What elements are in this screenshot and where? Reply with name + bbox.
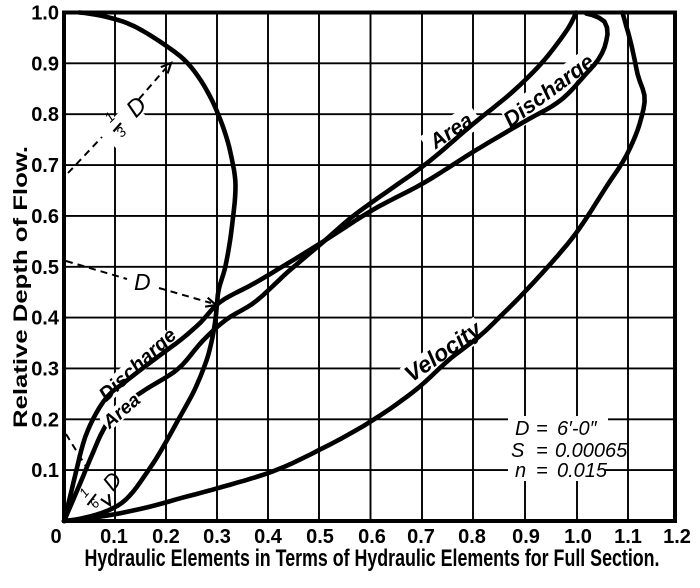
svg-text:1.0: 1.0 bbox=[564, 526, 592, 548]
svg-text:=: = bbox=[536, 440, 548, 462]
svg-text:0.7: 0.7 bbox=[407, 526, 435, 548]
svg-text:1.0: 1.0 bbox=[31, 3, 59, 25]
svg-text:0.4: 0.4 bbox=[31, 308, 60, 330]
svg-text:0.00065: 0.00065 bbox=[555, 440, 628, 462]
svg-text:0.2: 0.2 bbox=[31, 409, 59, 431]
svg-text:0.3: 0.3 bbox=[203, 526, 231, 548]
svg-text:0.8: 0.8 bbox=[31, 104, 59, 126]
svg-text:0.9: 0.9 bbox=[31, 53, 59, 75]
svg-text:0.3: 0.3 bbox=[31, 358, 59, 380]
svg-text:0.8: 0.8 bbox=[458, 526, 486, 548]
svg-text:1.2: 1.2 bbox=[663, 526, 691, 548]
svg-text:0.1: 0.1 bbox=[100, 526, 128, 548]
svg-text:0: 0 bbox=[50, 526, 61, 548]
svg-text:Hydraulic Elements in Terms of: Hydraulic Elements in Terms of Hydraulic… bbox=[85, 545, 660, 572]
svg-text:0.6: 0.6 bbox=[358, 526, 386, 548]
svg-text:1.1: 1.1 bbox=[614, 526, 642, 548]
svg-text:n: n bbox=[515, 460, 526, 482]
svg-text:=: = bbox=[536, 418, 548, 440]
svg-text:0.7: 0.7 bbox=[31, 155, 59, 177]
svg-text:0.2: 0.2 bbox=[152, 526, 180, 548]
svg-text:0.1: 0.1 bbox=[31, 460, 59, 482]
svg-text:0.9: 0.9 bbox=[512, 526, 540, 548]
svg-text:D: D bbox=[134, 269, 151, 295]
svg-text:=: = bbox=[536, 460, 548, 482]
svg-text:Relative Depth of Flow.: Relative Depth of Flow. bbox=[11, 146, 32, 428]
svg-text:0.5: 0.5 bbox=[31, 257, 59, 279]
svg-text:0.6: 0.6 bbox=[31, 206, 59, 228]
svg-text:0.015: 0.015 bbox=[557, 460, 608, 482]
svg-text:0.5: 0.5 bbox=[306, 526, 334, 548]
svg-text:6′-0″: 6′-0″ bbox=[557, 418, 598, 440]
svg-text:D: D bbox=[515, 418, 529, 440]
svg-text:S: S bbox=[511, 440, 525, 462]
svg-text:0.4: 0.4 bbox=[254, 526, 283, 548]
